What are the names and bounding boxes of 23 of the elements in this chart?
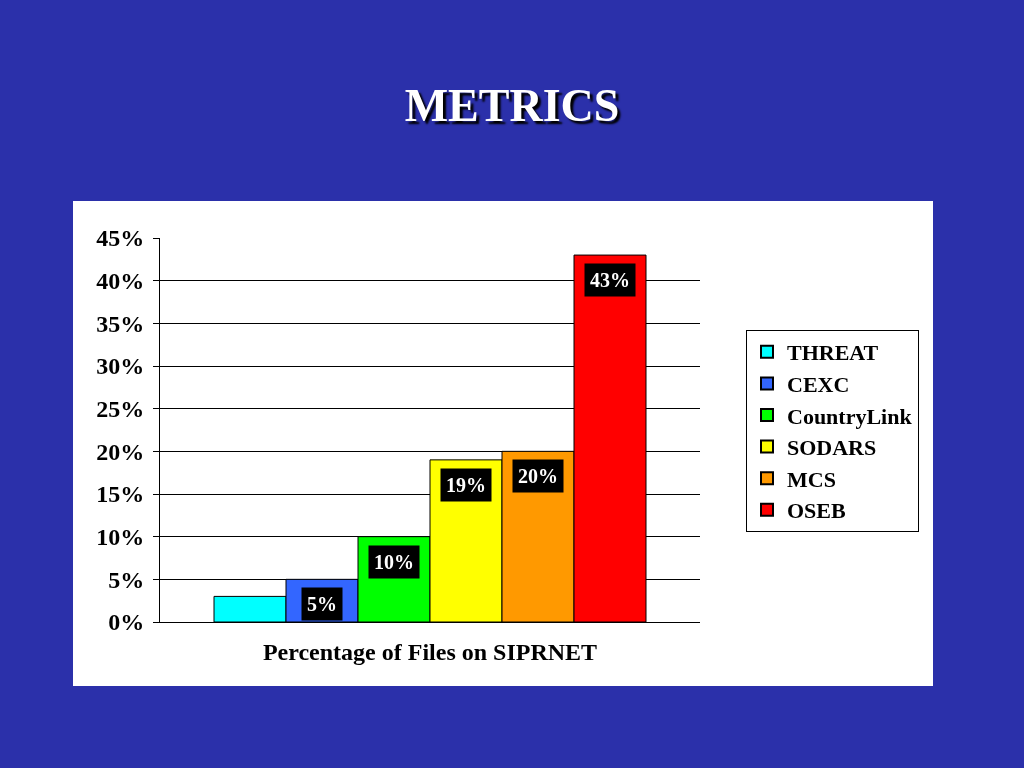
data-label: 10% (374, 551, 414, 573)
data-label: 5% (307, 593, 337, 615)
data-label: 20% (518, 465, 558, 487)
y-tick-label: 45% (96, 225, 145, 252)
x-tick-label: Percentage of Files on SIPRNET (262, 638, 598, 665)
chart-title: METRICS (404, 80, 620, 132)
legend-label: MCS (787, 466, 836, 492)
y-tick-label: 5% (108, 566, 145, 593)
legend-label: OSEB (787, 498, 847, 524)
legend-label: CountryLink (787, 403, 913, 429)
y-tick-label: 30% (96, 353, 145, 380)
legend-label: CEXC (787, 371, 850, 397)
y-tick-label: 35% (96, 310, 145, 337)
legend-label: THREAT (787, 340, 879, 366)
data-label: 19% (446, 474, 486, 496)
y-tick-label: 25% (96, 396, 145, 423)
y-tick-label: 10% (96, 524, 145, 551)
data-label: 43% (590, 269, 630, 291)
y-tick-label: 0% (108, 609, 145, 636)
legend-label: SODARS (787, 435, 877, 461)
y-tick-label: 20% (96, 438, 145, 465)
y-tick-label: 15% (96, 481, 145, 508)
y-tick-label: 40% (96, 268, 145, 295)
